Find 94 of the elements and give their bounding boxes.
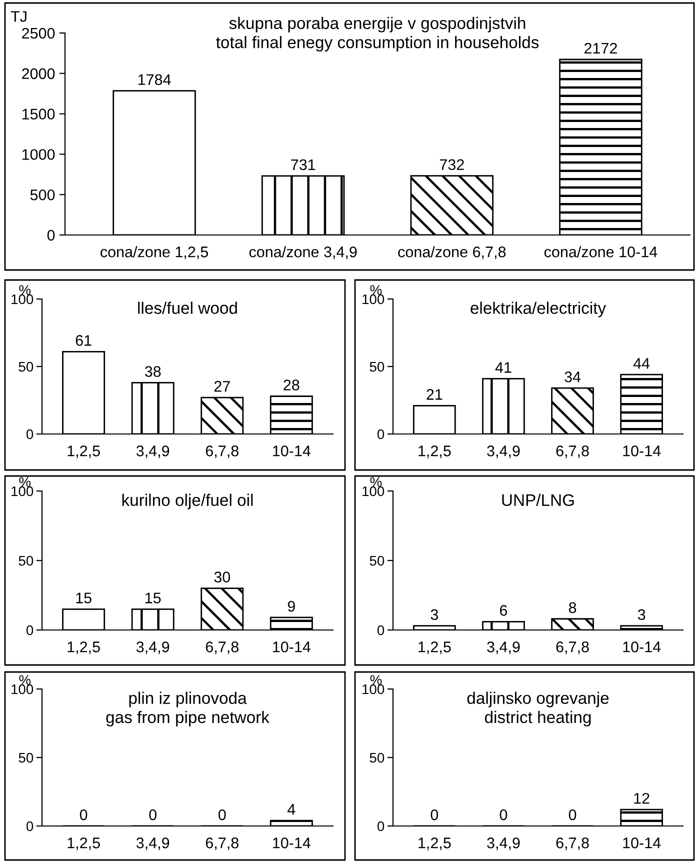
data-label: 8 xyxy=(568,602,576,614)
chart-title: kurilno olje/fuel oil xyxy=(122,494,253,510)
x-tick-label: 6,7,8 xyxy=(206,446,238,458)
chart-title: UNP/LNG xyxy=(502,494,574,506)
x-tick-label: cona/zone 3,4,9 xyxy=(249,246,357,260)
x-tick-label: 10-14 xyxy=(623,446,661,456)
y-tick-label: 50 xyxy=(18,556,34,566)
data-label: 0 xyxy=(218,809,226,820)
y-tick-label: 0 xyxy=(26,625,34,636)
data-label: 38 xyxy=(144,366,161,377)
data-label: 4 xyxy=(288,804,296,815)
data-label: 61 xyxy=(76,335,92,346)
y-tick-label: 0 xyxy=(26,821,34,832)
x-tick-label: 3,4,9 xyxy=(136,838,170,850)
y-tick-label: 2500 xyxy=(22,28,55,39)
y-tick-label: 2000 xyxy=(22,68,55,80)
chart-title: lles/fuel wood xyxy=(138,302,237,314)
chart-title: skupna poraba energije v gospodinjstvih total final enegy consumption in households xyxy=(216,16,539,52)
data-label: 15 xyxy=(76,592,92,604)
x-tick-label: 1,2,5 xyxy=(418,446,451,458)
x-tick-label: 10-14 xyxy=(273,642,311,652)
y-tick-label: 100 xyxy=(362,294,384,304)
y-tick-label: 0 xyxy=(47,230,55,241)
data-label: 3 xyxy=(430,609,438,620)
data-label: 28 xyxy=(284,380,300,390)
data-label: 1784 xyxy=(138,74,171,86)
x-tick-label: 1,2,5 xyxy=(68,838,100,850)
y-tick-label: 50 xyxy=(370,556,384,566)
data-label: 27 xyxy=(214,380,230,392)
x-tick-label: 10-14 xyxy=(623,838,661,848)
data-label: 15 xyxy=(146,592,161,604)
y-tick-label: 100 xyxy=(12,294,34,304)
data-label: 21 xyxy=(426,389,442,400)
y-tick-label: 1500 xyxy=(22,108,55,120)
y-tick-label: 0 xyxy=(26,429,34,440)
chart-title: elektrika/electricity xyxy=(470,302,606,318)
data-label: 0 xyxy=(80,809,88,820)
y-tick-label: 0 xyxy=(377,429,384,440)
y-tick-label: 50 xyxy=(370,362,384,372)
data-label: 0 xyxy=(149,809,157,820)
y-tick-label: 0 xyxy=(377,625,384,636)
data-label: 9 xyxy=(288,600,295,612)
x-tick-label: 6,7,8 xyxy=(556,446,589,458)
x-tick-label: 1,2,5 xyxy=(68,446,100,458)
data-label: 30 xyxy=(214,572,230,582)
data-label: 0 xyxy=(568,809,576,820)
data-label: 34 xyxy=(564,371,581,382)
x-tick-label: 10-14 xyxy=(273,838,311,848)
x-tick-label: 3,4,9 xyxy=(136,642,170,654)
x-tick-label: 6,7,8 xyxy=(206,838,238,850)
x-tick-label: 3,4,9 xyxy=(487,446,520,458)
x-tick-label: 3,4,9 xyxy=(487,642,520,654)
y-axis-title: TJ xyxy=(10,11,26,22)
y-axis-title: % xyxy=(370,477,382,487)
data-label: 2172 xyxy=(584,42,617,54)
y-axis-title: % xyxy=(370,285,382,295)
data-label: 732 xyxy=(440,159,464,170)
x-tick-label: 3,4,9 xyxy=(136,446,170,458)
data-label: 0 xyxy=(430,809,438,820)
text: daljinsko ogrevanje district heating xyxy=(467,692,609,726)
x-tick-label: cona/zone 1,2,5 xyxy=(100,246,208,260)
y-tick-label: 0 xyxy=(377,821,384,832)
x-tick-label: 1,2,5 xyxy=(418,642,451,654)
x-tick-label: 6,7,8 xyxy=(206,642,238,654)
y-tick-label: 50 xyxy=(18,752,34,763)
x-tick-label: 1,2,5 xyxy=(68,642,100,654)
x-tick-label: 10-14 xyxy=(623,642,661,652)
data-label: 3 xyxy=(638,609,646,620)
x-tick-label: 1,2,5 xyxy=(418,838,451,850)
y-axis-title: % xyxy=(19,285,31,295)
data-label: 6 xyxy=(500,605,508,616)
data-label: 44 xyxy=(633,358,650,369)
y-tick-label: 500 xyxy=(30,189,55,200)
text: plin iz plinovoda gas from pipe network xyxy=(106,692,270,726)
y-tick-label: 100 xyxy=(362,684,384,694)
data-label: 41 xyxy=(495,362,512,373)
y-axis-title: % xyxy=(370,675,382,685)
y-axis-title: % xyxy=(19,675,31,685)
y-axis-title: % xyxy=(19,477,31,487)
data-label: 0 xyxy=(500,809,508,820)
y-tick-label: 50 xyxy=(18,362,34,372)
x-tick-label: cona/zone 10-14 xyxy=(544,246,658,258)
x-tick-label: 3,4,9 xyxy=(487,838,520,850)
data-label: 731 xyxy=(291,159,316,170)
x-tick-label: cona/zone 6,7,8 xyxy=(398,246,506,260)
x-tick-label: 6,7,8 xyxy=(556,642,589,654)
x-tick-label: 10-14 xyxy=(273,446,311,456)
data-label: 12 xyxy=(634,792,650,804)
y-tick-label: 100 xyxy=(12,486,34,496)
y-tick-label: 100 xyxy=(362,486,384,496)
y-tick-label: 100 xyxy=(12,684,34,694)
y-tick-label: 1000 xyxy=(22,149,55,160)
x-tick-label: 6,7,8 xyxy=(556,838,589,850)
y-tick-label: 50 xyxy=(370,752,384,763)
